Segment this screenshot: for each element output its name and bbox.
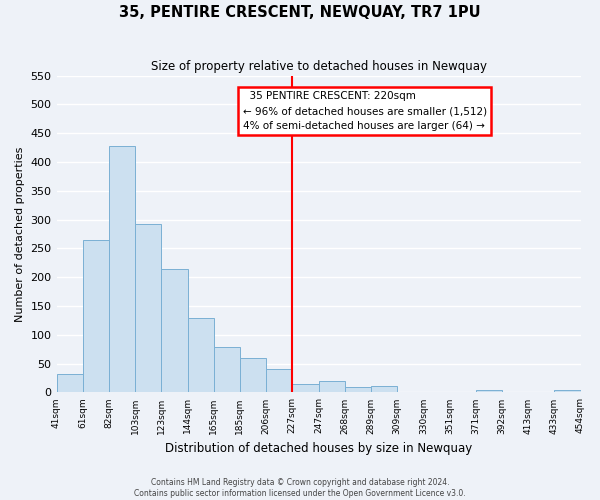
Bar <box>135 224 161 392</box>
Text: Contains HM Land Registry data © Crown copyright and database right 2024.
Contai: Contains HM Land Registry data © Crown c… <box>134 478 466 498</box>
Bar <box>319 381 345 392</box>
Bar <box>83 240 109 392</box>
Bar <box>476 390 502 392</box>
Bar <box>266 370 292 392</box>
Title: Size of property relative to detached houses in Newquay: Size of property relative to detached ho… <box>151 60 487 73</box>
Bar <box>554 390 581 392</box>
Bar <box>109 146 135 392</box>
Text: 35 PENTIRE CRESCENT: 220sqm  
← 96% of detached houses are smaller (1,512)
4% of: 35 PENTIRE CRESCENT: 220sqm ← 96% of det… <box>242 92 487 131</box>
Bar <box>188 318 214 392</box>
X-axis label: Distribution of detached houses by size in Newquay: Distribution of detached houses by size … <box>165 442 472 455</box>
Bar <box>214 348 240 393</box>
Y-axis label: Number of detached properties: Number of detached properties <box>15 146 25 322</box>
Bar <box>161 268 188 392</box>
Bar <box>240 358 266 392</box>
Bar <box>371 386 397 392</box>
Bar <box>56 374 83 392</box>
Bar <box>292 384 319 392</box>
Text: 35, PENTIRE CRESCENT, NEWQUAY, TR7 1PU: 35, PENTIRE CRESCENT, NEWQUAY, TR7 1PU <box>119 5 481 20</box>
Bar <box>345 387 371 392</box>
